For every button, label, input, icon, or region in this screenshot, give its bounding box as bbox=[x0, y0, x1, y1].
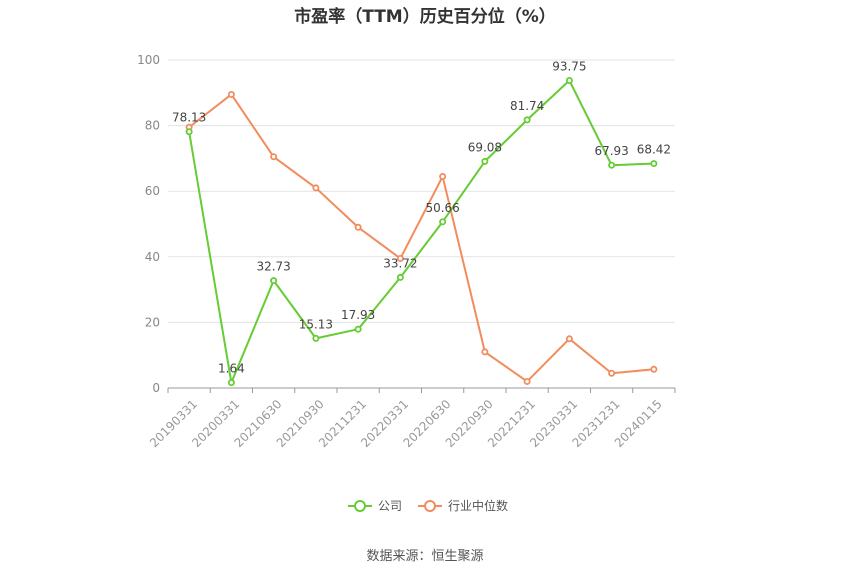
data-point bbox=[354, 223, 362, 231]
y-tick-label: 40 bbox=[145, 250, 160, 264]
data-label: 15.13 bbox=[299, 317, 333, 331]
data-point bbox=[523, 116, 531, 124]
series-line-company bbox=[188, 79, 654, 384]
data-point bbox=[439, 172, 447, 180]
source-note: 数据来源：恒生聚源 bbox=[366, 549, 484, 564]
chart-title: 市盈率（TTM）历史百分位（%） bbox=[294, 7, 556, 27]
data-point bbox=[608, 161, 616, 169]
y-tick-label: 100 bbox=[137, 53, 160, 67]
data-point bbox=[270, 277, 278, 285]
data-point bbox=[227, 379, 235, 387]
data-point bbox=[270, 153, 278, 161]
data-label: 33.72 bbox=[383, 256, 417, 270]
data-label: 67.93 bbox=[594, 144, 628, 158]
data-point bbox=[227, 90, 235, 98]
data-point bbox=[312, 334, 320, 342]
series-line-industry-median bbox=[188, 93, 654, 383]
legend-marker bbox=[424, 500, 436, 512]
data-point bbox=[439, 218, 447, 226]
y-tick-label: 80 bbox=[145, 119, 160, 133]
data-label: 32.73 bbox=[256, 260, 290, 274]
y-tick-label: 60 bbox=[145, 184, 160, 198]
data-point bbox=[481, 157, 489, 165]
data-label: 78.13 bbox=[172, 111, 206, 125]
data-label: 17.93 bbox=[341, 308, 375, 322]
data-point bbox=[650, 365, 658, 373]
data-point bbox=[565, 77, 573, 85]
data-label: 1.64 bbox=[218, 362, 245, 376]
data-point bbox=[396, 254, 404, 262]
data-point bbox=[523, 377, 531, 385]
legend-label: 公司 bbox=[378, 499, 402, 513]
data-point bbox=[565, 335, 573, 343]
data-point bbox=[185, 128, 193, 136]
data-point bbox=[608, 369, 616, 377]
data-point bbox=[396, 273, 404, 281]
data-label: 50.66 bbox=[425, 201, 459, 215]
y-tick-label: 0 bbox=[152, 381, 160, 395]
y-tick-label: 20 bbox=[145, 315, 160, 329]
data-point bbox=[312, 184, 320, 192]
legend-marker bbox=[354, 500, 366, 512]
data-point bbox=[650, 160, 658, 168]
data-label: 93.75 bbox=[552, 60, 586, 74]
data-label: 68.42 bbox=[637, 143, 671, 157]
legend-label: 行业中位数 bbox=[448, 498, 508, 513]
data-label: 69.08 bbox=[468, 140, 502, 154]
data-point bbox=[481, 348, 489, 356]
data-label: 81.74 bbox=[510, 99, 544, 113]
data-point bbox=[354, 325, 362, 333]
